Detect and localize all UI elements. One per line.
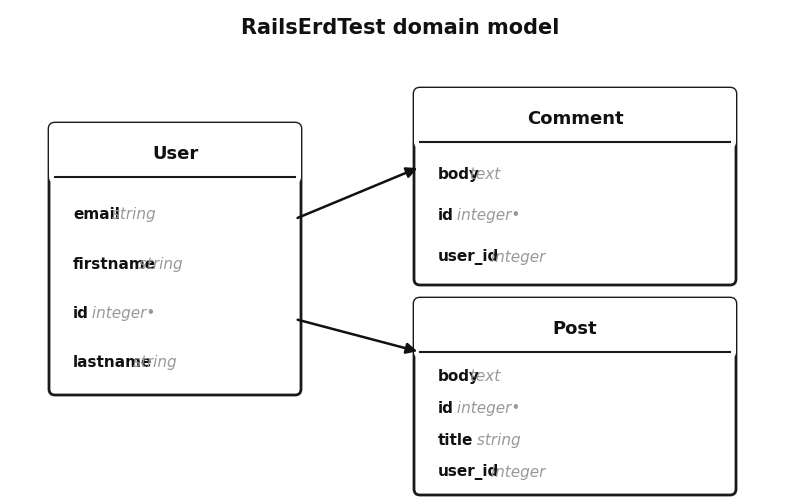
Bar — [420, 328, 730, 352]
Text: id: id — [438, 400, 454, 415]
Bar — [55, 154, 295, 178]
Text: string: string — [472, 432, 521, 447]
Text: email: email — [73, 207, 120, 222]
Text: integer: integer — [486, 249, 545, 264]
Text: integer•: integer• — [452, 208, 520, 223]
Text: integer: integer — [486, 464, 545, 479]
Text: id: id — [73, 306, 89, 321]
Text: body: body — [438, 369, 480, 384]
Text: string: string — [107, 207, 156, 222]
Text: text: text — [466, 166, 501, 181]
FancyBboxPatch shape — [49, 124, 301, 184]
Text: text: text — [466, 369, 501, 384]
Text: string: string — [134, 257, 183, 271]
Text: firstname: firstname — [73, 257, 156, 271]
Text: RailsErdTest domain model: RailsErdTest domain model — [241, 18, 559, 38]
Text: id: id — [438, 208, 454, 223]
Text: lastname: lastname — [73, 355, 152, 370]
FancyBboxPatch shape — [414, 89, 736, 286]
FancyBboxPatch shape — [414, 299, 736, 358]
Text: integer•: integer• — [452, 400, 520, 415]
Text: integer•: integer• — [86, 306, 155, 321]
Text: Post: Post — [553, 319, 598, 337]
Text: user_id: user_id — [438, 463, 499, 479]
Bar — [420, 119, 730, 143]
FancyBboxPatch shape — [414, 89, 736, 149]
Text: title: title — [438, 432, 474, 447]
FancyBboxPatch shape — [49, 124, 301, 395]
Text: Comment: Comment — [526, 110, 623, 128]
Text: string: string — [127, 355, 176, 370]
FancyBboxPatch shape — [414, 299, 736, 495]
Text: body: body — [438, 166, 480, 181]
Text: User: User — [152, 145, 198, 163]
Text: user_id: user_id — [438, 248, 499, 265]
